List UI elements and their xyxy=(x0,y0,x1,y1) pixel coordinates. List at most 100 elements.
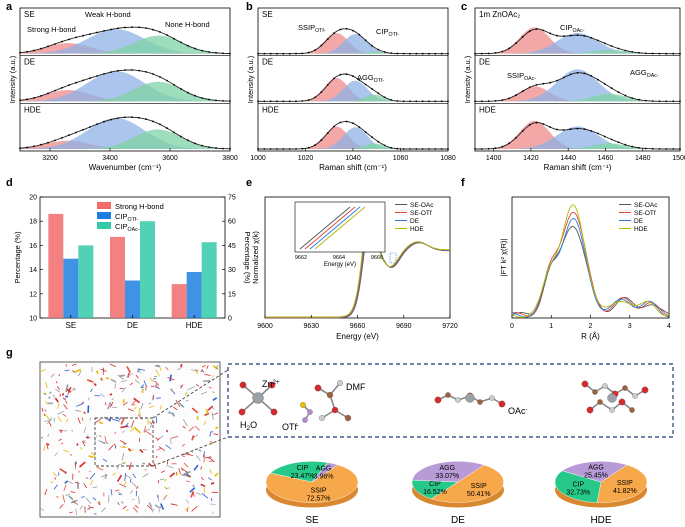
data-point xyxy=(487,147,490,150)
data-point xyxy=(187,91,189,94)
x-tick-label: 1500 xyxy=(672,155,685,162)
md-bond xyxy=(212,365,219,370)
data-point xyxy=(276,148,278,150)
data-point xyxy=(131,26,133,29)
row-label: DE xyxy=(262,58,273,67)
oxygen-atom xyxy=(268,381,276,389)
data-point xyxy=(180,41,182,44)
data-point xyxy=(508,142,511,145)
slice-name: CIP xyxy=(572,481,584,488)
data-point xyxy=(288,52,291,55)
x-tick-label: DE xyxy=(127,321,138,330)
md-bond xyxy=(201,369,205,373)
md-bond xyxy=(53,484,58,490)
md-bond xyxy=(182,426,186,429)
atom xyxy=(326,391,334,399)
data-point xyxy=(583,128,586,131)
data-point xyxy=(377,140,380,143)
data-point xyxy=(364,39,367,42)
data-point xyxy=(494,100,497,102)
data-point xyxy=(333,125,335,128)
data-point xyxy=(61,40,63,43)
data-point xyxy=(269,100,272,103)
legend-label: SE-OTf xyxy=(634,210,656,217)
md-bond xyxy=(131,481,137,488)
data-point xyxy=(590,36,593,39)
data-point xyxy=(301,52,304,55)
md-bond xyxy=(159,365,162,372)
legend-label: CIPOTf- xyxy=(115,212,138,223)
bar xyxy=(171,284,187,318)
bar xyxy=(186,272,202,318)
data-point xyxy=(222,100,224,102)
md-bond xyxy=(157,495,159,499)
md-bond xyxy=(164,486,168,490)
md-bond xyxy=(130,426,136,432)
md-bond xyxy=(140,402,144,410)
md-bond xyxy=(134,379,140,384)
y-tick-label-right: 45 xyxy=(228,243,236,250)
data-point xyxy=(166,34,168,36)
component-cip xyxy=(258,127,448,149)
md-bond xyxy=(85,497,92,504)
data-point xyxy=(187,139,189,142)
md-bond xyxy=(69,511,73,514)
md-bond xyxy=(163,478,167,482)
md-bond xyxy=(120,416,126,425)
md-bond xyxy=(206,365,209,369)
annotation-agg-oac: AGGOAc- xyxy=(630,68,659,79)
md-bond xyxy=(196,369,199,375)
inset-frame xyxy=(294,201,386,253)
data-point xyxy=(208,98,210,101)
md-bond xyxy=(95,370,99,374)
data-point xyxy=(288,100,291,103)
data-point xyxy=(19,51,21,54)
md-bond xyxy=(81,417,84,422)
md-bond xyxy=(201,365,206,368)
data-point xyxy=(421,148,424,150)
atom xyxy=(331,406,339,414)
data-point xyxy=(631,145,634,148)
data-point xyxy=(222,147,224,150)
data-point xyxy=(276,52,278,55)
data-point xyxy=(320,139,323,142)
md-bond xyxy=(127,372,130,378)
md-bond xyxy=(160,503,165,510)
md-bond xyxy=(56,386,60,390)
md-bond xyxy=(129,478,132,483)
data-point xyxy=(269,52,272,55)
legend-label: SE-OAc xyxy=(410,202,434,209)
md-bond xyxy=(127,408,134,412)
data-point xyxy=(624,94,627,97)
md-bond xyxy=(123,442,126,446)
md-bond xyxy=(212,391,215,394)
data-point xyxy=(521,90,524,93)
data-point xyxy=(33,145,35,148)
data-point xyxy=(194,94,196,97)
zn-atom xyxy=(607,393,617,403)
data-point xyxy=(159,123,161,126)
md-bond xyxy=(155,385,158,389)
data-point xyxy=(402,148,405,150)
md-bond xyxy=(55,381,58,384)
component-cip xyxy=(258,34,448,54)
data-point xyxy=(75,131,77,134)
data-point xyxy=(75,81,77,84)
md-bond xyxy=(45,381,48,389)
md-bond xyxy=(169,472,176,478)
data-point xyxy=(54,43,56,45)
md-bond xyxy=(159,478,165,481)
md-bond xyxy=(44,419,53,422)
data-point xyxy=(194,142,196,145)
data-point xyxy=(124,69,126,71)
zn-atom xyxy=(252,392,264,404)
atom xyxy=(319,415,325,421)
data-point xyxy=(556,34,558,37)
md-bond xyxy=(75,409,81,412)
md-bond xyxy=(86,435,92,439)
md-bond xyxy=(169,374,172,382)
md-bond xyxy=(122,399,124,404)
label-main: CIP xyxy=(115,222,128,231)
annotation-agg-otf: AGGOTf- xyxy=(357,73,384,84)
x-tick-label: SE xyxy=(65,321,76,330)
